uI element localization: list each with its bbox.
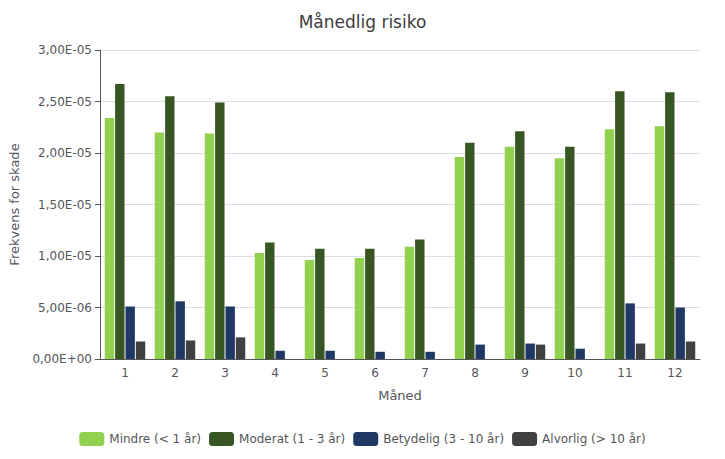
- svg-text:4: 4: [271, 366, 279, 380]
- svg-text:5: 5: [321, 366, 329, 380]
- svg-text:Mindre (< 1 år): Mindre (< 1 år): [109, 432, 201, 446]
- svg-text:Moderat (1 - 3 år): Moderat (1 - 3 år): [239, 432, 345, 446]
- svg-text:3: 3: [221, 366, 229, 380]
- svg-text:Frekvens for skade: Frekvens for skade: [7, 143, 22, 265]
- svg-text:2,00E-05: 2,00E-05: [38, 146, 92, 160]
- svg-text:1,00E-05: 1,00E-05: [38, 249, 92, 263]
- svg-text:3,00E-05: 3,00E-05: [38, 43, 92, 57]
- svg-text:1,50E-05: 1,50E-05: [38, 198, 92, 212]
- svg-text:6: 6: [371, 366, 379, 380]
- svg-text:11: 11: [617, 366, 632, 380]
- svg-text:2,50E-05: 2,50E-05: [38, 95, 92, 109]
- svg-text:12: 12: [667, 366, 682, 380]
- svg-text:Måned: Måned: [378, 388, 422, 403]
- svg-text:2: 2: [171, 366, 179, 380]
- svg-text:7: 7: [421, 366, 429, 380]
- svg-text:Alvorlig (> 10 år): Alvorlig (> 10 år): [542, 432, 646, 446]
- svg-text:10: 10: [567, 366, 582, 380]
- svg-text:Månedlig risiko: Månedlig risiko: [299, 12, 427, 32]
- svg-text:0,00E+00: 0,00E+00: [32, 352, 92, 366]
- svg-text:Betydelig (3 - 10 år): Betydelig (3 - 10 år): [383, 432, 504, 446]
- svg-text:1: 1: [121, 366, 129, 380]
- svg-text:5,00E-06: 5,00E-06: [38, 301, 92, 315]
- svg-text:9: 9: [521, 366, 529, 380]
- svg-text:8: 8: [471, 366, 479, 380]
